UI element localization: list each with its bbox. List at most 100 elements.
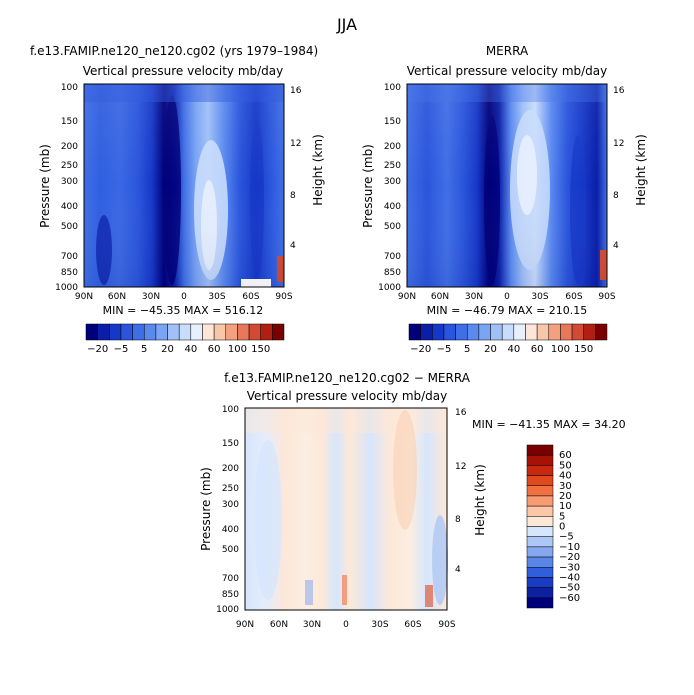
panel-title: MERRA [486, 44, 529, 58]
y2-tick: 8 [290, 191, 296, 201]
colorbar-label: 100 [228, 344, 247, 355]
y-tick: 100 [61, 83, 78, 93]
x-tick: 90N [398, 292, 416, 302]
colorbar-swatch [408, 323, 421, 341]
plot-frame [244, 407, 448, 611]
x-tick: 60N [270, 620, 288, 630]
colorbar-swatch [248, 323, 261, 341]
min-max-stats: MIN = −41.35 MAX = 34.20 [472, 418, 626, 431]
colorbar-swatch [132, 323, 145, 341]
y-tick: 250 [222, 484, 239, 494]
plot-frame [83, 83, 285, 288]
colorbar-swatch [178, 323, 192, 341]
colorbar-swatch [443, 323, 456, 341]
y2-axis-label: Height (km) [473, 464, 487, 535]
y-tick: 700 [384, 252, 401, 262]
x-tick: 90N [236, 620, 254, 630]
y-tick: 150 [61, 117, 78, 127]
y2-ticks-height: 16 12 8 4 [290, 86, 302, 251]
y-ticks-pressure: 100 150 200 250 300 400 500 700 850 1000 [216, 405, 239, 615]
colorbar-label: −5 [437, 344, 452, 355]
y-tick: 400 [384, 202, 401, 212]
colorbar-swatch [548, 323, 561, 341]
panel-model: f.e13.FAMIP.ne120_ne120.cg02 (yrs 1979–1… [30, 44, 325, 355]
colorbar-swatch [526, 485, 554, 497]
y2-tick: 16 [455, 408, 467, 418]
colorbar-swatch [526, 465, 554, 476]
colorbar-label: −40 [559, 572, 580, 583]
colorbar-swatch [526, 475, 554, 486]
colorbar-swatch [513, 323, 526, 341]
colorbar-swatch [526, 577, 554, 588]
x-tick: 30N [142, 292, 160, 302]
y-tick: 1000 [216, 605, 239, 615]
x-tick: 30S [531, 292, 548, 302]
y-tick: 300 [384, 177, 401, 187]
upper-band [245, 408, 447, 433]
y-tick: 300 [222, 500, 239, 510]
panel-merra: MERRA Vertical pressure velocity mb/day … [361, 44, 648, 355]
x-tick: 60S [242, 292, 259, 302]
x-tick: 90S [438, 620, 455, 630]
y-tick: 200 [61, 142, 78, 152]
colorbar-swatch [526, 597, 554, 609]
y-tick: 700 [61, 252, 78, 262]
x-tick: 60S [565, 292, 582, 302]
colorbar-swatch [190, 323, 203, 341]
min-max-stats: MIN = −46.79 MAX = 210.15 [427, 304, 588, 317]
y2-ticks-height: 16 12 8 4 [455, 408, 467, 575]
x-tick: 90S [598, 292, 615, 302]
panel-title: f.e13.FAMIP.ne120_ne120.cg02 (yrs 1979–1… [30, 44, 318, 58]
colorbar-label: 5 [559, 511, 565, 522]
colorbar-label: −5 [114, 344, 129, 355]
colorbar-label: 50 [559, 460, 572, 471]
colorbar-swatch [526, 556, 554, 568]
surface-neg [305, 580, 313, 605]
colorbar-swatch [420, 323, 433, 341]
colorbar-swatch [536, 323, 550, 341]
colorbar-label: −20 [87, 344, 108, 355]
plot-frame [406, 83, 608, 288]
y2-tick: 12 [455, 462, 466, 472]
y-tick: 500 [384, 222, 401, 232]
colorbar-label: 150 [251, 344, 270, 355]
colorbar-swatch [143, 323, 157, 341]
y-tick: 500 [222, 545, 239, 555]
colorbar-swatch [525, 323, 538, 341]
x-tick: 60N [108, 292, 126, 302]
x-tick: 0 [504, 292, 510, 302]
y-tick: 500 [61, 222, 78, 232]
colorbar-swatch [583, 323, 596, 341]
plot-area [84, 84, 284, 287]
y2-tick: 8 [613, 191, 619, 201]
y-tick: 250 [384, 161, 401, 171]
colorbar-label: 20 [161, 344, 174, 355]
y2-axis-label: Height (km) [634, 134, 648, 205]
x-tick: 60N [431, 292, 449, 302]
colorbar-label: 150 [574, 344, 593, 355]
y2-axis-label: Height (km) [311, 134, 325, 205]
colorbar-label: 60 [531, 344, 544, 355]
colorbar-swatch [560, 323, 573, 341]
panel-title: f.e13.FAMIP.ne120_ne120.cg02 − MERRA [224, 371, 471, 385]
y-tick: 400 [61, 202, 78, 212]
y-axis-label: Pressure (mb) [361, 144, 375, 228]
colorbar-label: −20 [410, 344, 431, 355]
panel-difference: f.e13.FAMIP.ne120_ne120.cg02 − MERRA Ver… [199, 371, 626, 630]
y-tick: 100 [384, 83, 401, 93]
colorbar-label: −5 [559, 532, 574, 543]
colorbar-swatch [167, 323, 180, 341]
colorbar-swatch [85, 323, 98, 341]
plot-area [407, 84, 607, 287]
x-ticks-latitude: 90N 60N 30N 0 30S 60S 90S [398, 292, 616, 302]
colorbar-label: 20 [484, 344, 497, 355]
x-ticks-latitude: 90N 60N 30N 0 30S 60S 90S [236, 620, 456, 630]
colorbar-label: 10 [559, 501, 572, 512]
colorbar-swatch [466, 323, 480, 341]
colorbar-label: 40 [559, 471, 572, 482]
colorbar-label: 5 [464, 344, 470, 355]
colorbar-label: 0 [559, 522, 565, 533]
colorbar-swatch [526, 454, 554, 466]
